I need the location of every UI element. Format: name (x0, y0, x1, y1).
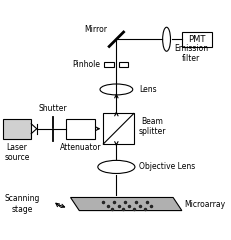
Text: Laser
source: Laser source (4, 143, 30, 162)
Text: Pinhole: Pinhole (72, 60, 100, 69)
Text: Microarray: Microarray (183, 199, 224, 209)
Ellipse shape (97, 160, 134, 174)
Text: Mirror: Mirror (84, 25, 107, 34)
Text: Beam
splitter: Beam splitter (138, 117, 165, 136)
Bar (66, 119, 94, 138)
Text: Objective Lens: Objective Lens (139, 162, 195, 171)
Ellipse shape (100, 84, 132, 95)
Text: Attenuator: Attenuator (59, 143, 101, 152)
Text: Scanning
stage: Scanning stage (5, 194, 40, 214)
Text: Shutter: Shutter (39, 104, 67, 114)
Polygon shape (70, 198, 181, 210)
Bar (3, 119, 31, 138)
Ellipse shape (162, 27, 170, 51)
Bar (118, 62, 128, 67)
Bar (103, 114, 133, 144)
Bar (181, 32, 212, 47)
Bar (104, 62, 114, 67)
Text: Emission
filter: Emission filter (173, 44, 207, 63)
Text: Lens: Lens (139, 85, 156, 94)
Text: PMT: PMT (188, 35, 205, 44)
